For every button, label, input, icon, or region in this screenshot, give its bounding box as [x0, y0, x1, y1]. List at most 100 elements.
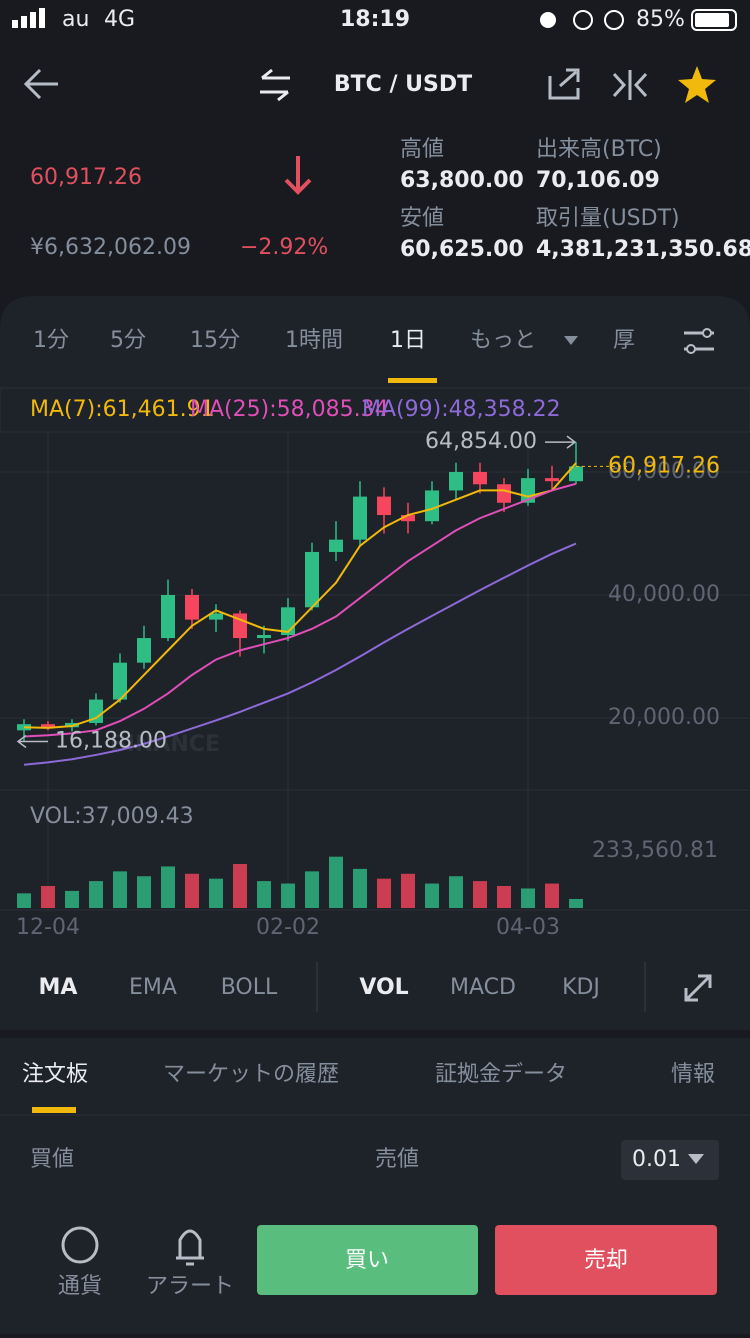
more-arrow	[564, 336, 578, 345]
candle-body	[305, 551, 319, 608]
volume-bar	[209, 878, 223, 908]
ma-legend: MA(7):61,461.91	[30, 397, 215, 422]
carrier: au	[62, 7, 89, 32]
volume-bar	[569, 898, 583, 908]
swap-icon[interactable]	[260, 68, 290, 102]
fullscreen-icon[interactable]	[684, 974, 712, 1002]
volume-bar	[449, 876, 463, 908]
y-tick-label: 60,000.00	[608, 459, 720, 484]
precision-select[interactable]	[621, 1140, 719, 1180]
candle-body	[257, 634, 271, 639]
indicator-tab[interactable]: MACD	[450, 975, 516, 1000]
buy-label[interactable]: 買い	[345, 1248, 389, 1273]
buy-button[interactable]	[257, 1225, 478, 1295]
share-icon[interactable]	[548, 68, 580, 100]
tab[interactable]: 証拠金データ	[435, 1062, 567, 1087]
indicator-tab[interactable]: EMA	[129, 975, 177, 1000]
candle-body	[497, 484, 511, 503]
volume-bar	[257, 881, 271, 908]
volume-bar	[185, 873, 199, 908]
tab[interactable]: マーケットの履歴	[163, 1062, 339, 1087]
tab[interactable]: 注文板	[22, 1062, 88, 1087]
volume-bar	[425, 883, 439, 908]
volume-bar	[17, 893, 31, 908]
alert-icon[interactable]	[176, 1229, 204, 1266]
y-tick-label: 40,000.00	[608, 582, 720, 607]
interval-tabs: 1分 5分 15分 1時間 1日 もっと 厚	[33, 328, 635, 353]
sell-label[interactable]: 売却	[584, 1248, 628, 1273]
stat-value: 60,625.00	[400, 237, 524, 262]
precision-value: 0.01	[632, 1147, 681, 1172]
indicator-tab[interactable]: KDJ	[562, 975, 600, 1000]
stat-label: 取引量(USDT)	[536, 206, 680, 231]
candle-body	[377, 496, 391, 516]
x-tick-label: 12-04	[16, 915, 80, 940]
interval-underline	[388, 378, 437, 383]
candle-body	[185, 595, 199, 620]
last-price: 60,917.26	[30, 165, 142, 190]
tab[interactable]: 情報	[671, 1062, 715, 1087]
currency-icon[interactable]	[61, 1226, 99, 1264]
volume-bar	[401, 873, 415, 908]
volume-bar	[353, 868, 367, 908]
candle-body	[89, 699, 103, 723]
interval-tab[interactable]: 厚	[613, 328, 635, 353]
chart: 12-04 02-02 04-03 20,000.00 40,000.00 60,000.…	[0, 397, 750, 940]
jpy-price: ¥6,632,062.09	[30, 235, 191, 260]
ma-legend: MA(25):58,085.34	[190, 397, 389, 422]
interval-tab[interactable]: もっと	[470, 328, 536, 353]
candle-body	[545, 478, 559, 482]
indicator-tab[interactable]: BOLL	[221, 975, 278, 1000]
ma-line	[23, 482, 577, 738]
alert-label[interactable]: アラート	[146, 1274, 234, 1299]
volume-bar	[161, 866, 175, 908]
indicator-tab[interactable]: VOL	[359, 975, 408, 1000]
compare-icon[interactable]	[612, 70, 648, 100]
volume-bar	[65, 890, 79, 908]
volume-bar	[473, 881, 487, 908]
interval-tab[interactable]: 15分	[190, 328, 240, 353]
volume-tick-label: 233,560.81	[592, 838, 718, 863]
favorite-star[interactable]	[678, 66, 716, 103]
status-bar: au 4G 18:19 85%	[12, 7, 737, 32]
volume-bar	[89, 881, 103, 908]
back-button[interactable]	[23, 68, 58, 100]
currency-label[interactable]: 通貨	[58, 1274, 102, 1299]
indicator-tab[interactable]: MA	[39, 975, 78, 1000]
candle-body	[137, 638, 151, 663]
volume-bar	[113, 871, 127, 908]
volume-label: VOL:37,009.43	[30, 804, 194, 829]
interval-tab[interactable]: 1時間	[285, 328, 343, 353]
sell-button[interactable]	[495, 1225, 717, 1295]
candle-body	[401, 515, 415, 522]
candle-body	[161, 595, 175, 639]
stat-value: 4,381,231,350.68	[536, 237, 750, 262]
candle-body	[425, 490, 439, 522]
ma-line	[23, 542, 577, 766]
annotation-arrow	[16, 734, 48, 749]
volume-bar	[137, 876, 151, 908]
legend-box	[0, 387, 750, 433]
interval-tab[interactable]: 1日	[390, 328, 426, 353]
interval-tab[interactable]: 1分	[33, 328, 69, 353]
header: BTC / USDT	[23, 66, 716, 103]
bid-header: 買値	[30, 1147, 74, 1172]
annotation-arrow	[545, 435, 577, 449]
stat-label: 高値	[400, 137, 444, 162]
watermark: BINANCE	[110, 732, 220, 757]
last-price-label: 60,917.26	[608, 453, 720, 478]
stat-label: 安値	[400, 206, 444, 231]
x-tick-label: 04-03	[496, 915, 560, 940]
annotation-label: 16,188.00	[55, 728, 167, 753]
interval-tab[interactable]: 5分	[110, 328, 146, 353]
volume-bar	[377, 878, 391, 908]
tab-underline	[32, 1107, 76, 1113]
down-arrow	[284, 156, 312, 195]
stat-value: 70,106.09	[536, 168, 660, 193]
pair-title[interactable]: BTC / USDT	[334, 72, 472, 97]
annotation-label: 64,854.00	[425, 429, 537, 454]
candle-body	[473, 471, 487, 485]
